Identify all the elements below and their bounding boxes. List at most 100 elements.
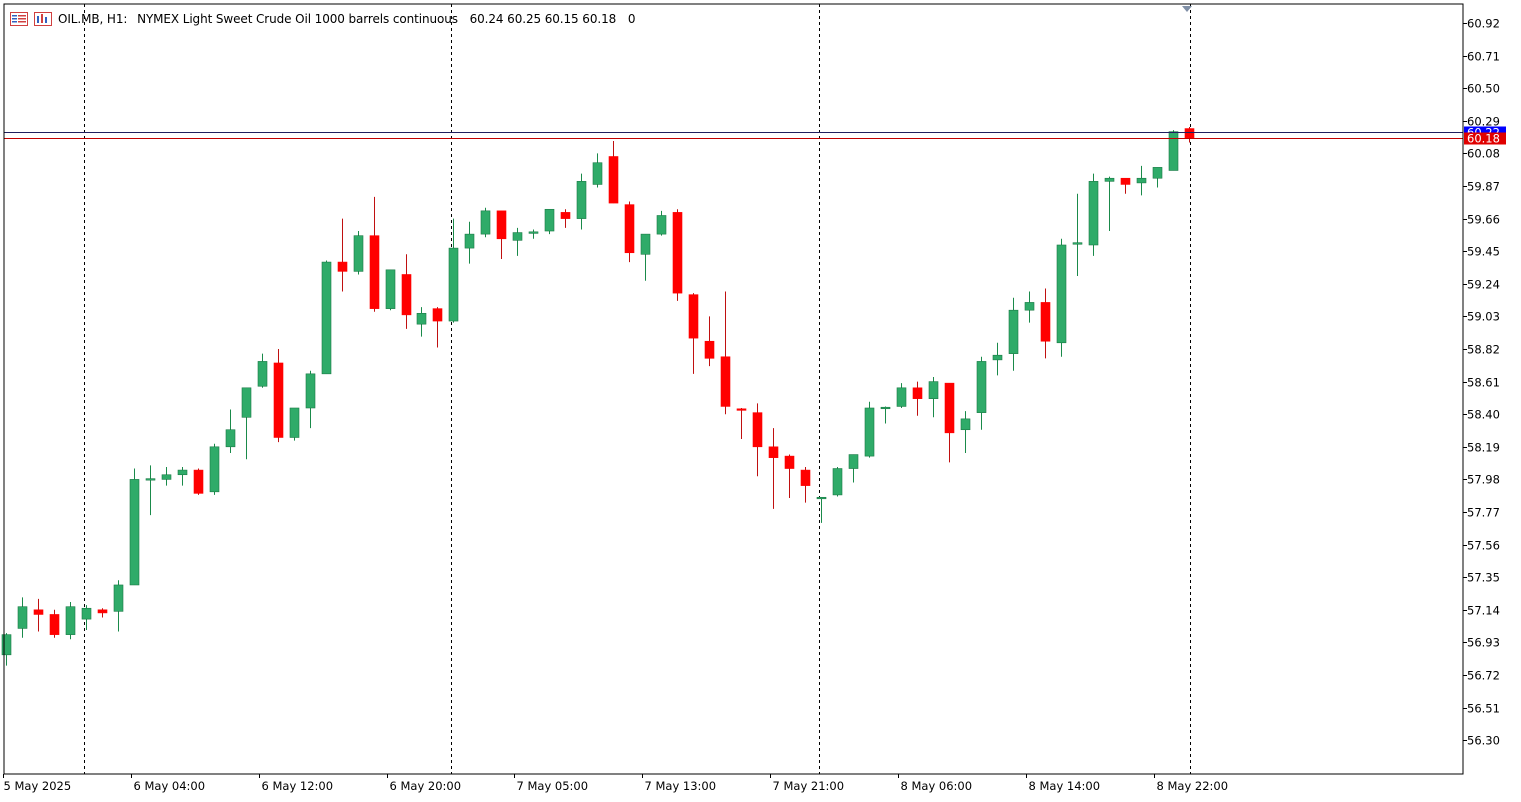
candle-body: [976, 361, 987, 413]
bull-candle: [480, 207, 491, 238]
bear-candle: [97, 608, 108, 618]
candle-body: [944, 382, 955, 434]
y-tick-label: 60.50: [1467, 82, 1500, 96]
bull-candle: [1, 633, 12, 666]
bull-candle: [416, 307, 427, 337]
candle-body: [193, 469, 204, 494]
bear-candle: [768, 428, 779, 509]
symbol-info: OIL.MB, H1: NYMEX Light Sweet Crude Oil …: [58, 12, 639, 26]
bear-candle: [193, 468, 204, 495]
bear-candle: [337, 218, 348, 292]
candle-body: [1072, 242, 1083, 245]
candle-body: [864, 407, 875, 457]
bull-candle: [1168, 130, 1179, 171]
candle-body: [1040, 302, 1051, 342]
bull-candle: [1088, 173, 1099, 256]
indicators-list-icon[interactable]: [10, 12, 28, 26]
bull-candle: [544, 208, 555, 235]
candle-body: [337, 261, 348, 272]
candle-body: [960, 418, 971, 431]
bull-candle: [129, 468, 140, 586]
bull-candle: [1104, 176, 1115, 232]
x-tick-label: 7 May 13:00: [645, 779, 717, 793]
candle-body: [81, 607, 92, 620]
ohlc-values: 60.24 60.25 60.15 60.18: [469, 12, 617, 26]
bear-candle: [704, 316, 715, 367]
bear-candle: [672, 209, 683, 301]
y-tick-label: 60.29: [1467, 115, 1500, 129]
candle-body: [704, 340, 715, 359]
bear-candle: [688, 293, 699, 374]
y-tick-label: 58.61: [1467, 376, 1500, 390]
bear-candle: [560, 209, 571, 228]
plot-frame: [3, 3, 1464, 775]
y-axis[interactable]: 60.92 60.71 60.50 60.29 60.08 59.87 59.66 59.45…: [1463, 17, 1506, 748]
bear-candle: [720, 291, 731, 415]
x-tick-label: 8 May 14:00: [1029, 779, 1101, 793]
candle-body: [225, 429, 236, 448]
candle-body: [145, 478, 156, 481]
candle-body: [289, 407, 300, 438]
timeframe: H1: [106, 12, 124, 26]
bull-candle: [81, 605, 92, 630]
y-tick-label: 60.71: [1467, 50, 1500, 64]
candle-body: [528, 231, 539, 234]
bull-candle: [816, 496, 827, 523]
x-tick-label: 6 May 12:00: [262, 779, 334, 793]
chart-shift-marker-icon[interactable]: [1182, 6, 1192, 12]
candle-body: [1168, 131, 1179, 171]
bull-candle: [960, 411, 971, 454]
candle-body: [848, 454, 859, 469]
candle-body: [912, 387, 923, 399]
volume-value: 0: [627, 12, 636, 26]
bear-candle: [752, 403, 763, 477]
candle-body: [736, 408, 747, 411]
candle-body: [1008, 309, 1019, 354]
y-tick-label: 56.72: [1467, 669, 1500, 683]
y-tick-label: 59.03: [1467, 310, 1500, 324]
bear-candle: [912, 381, 923, 416]
y-tick-label: 59.24: [1467, 278, 1500, 292]
candle-body: [768, 446, 779, 458]
bear-candle: [944, 382, 955, 463]
candle-body: [464, 233, 475, 249]
candle-body: [113, 584, 124, 612]
x-tick-label: 6 May 04:00: [134, 779, 206, 793]
bear-candle: [369, 196, 380, 312]
x-tick-label: 8 May 06:00: [901, 779, 973, 793]
candle-body: [385, 269, 396, 309]
candle-body: [992, 354, 1003, 361]
bull-candle: [177, 466, 188, 486]
candle-body: [480, 210, 491, 235]
candle-body: [305, 373, 316, 409]
ask-price-label: 60.18: [1467, 132, 1500, 146]
y-tick-label: 58.19: [1467, 441, 1500, 455]
bear-candle: [273, 349, 284, 443]
bull-candle: [225, 409, 236, 454]
candle-body: [33, 609, 44, 615]
bear-candle: [496, 210, 507, 259]
bull-candle: [1136, 165, 1147, 196]
timeframe-sep: :: [123, 12, 128, 26]
y-tick-label: 57.56: [1467, 539, 1500, 553]
x-axis[interactable]: 5 May 2025 6 May 04:00 6 May 12:00 6 May 20…: [3, 774, 1229, 793]
bull-candle: [161, 466, 172, 486]
bull-candle: [1024, 291, 1035, 323]
candle-body: [448, 247, 459, 322]
candle-body: [416, 312, 427, 325]
bull-candle: [209, 443, 220, 495]
bear-candle: [608, 140, 619, 204]
candle-body: [1, 634, 12, 656]
price-lines: [4, 132, 1463, 139]
bull-candle: [512, 227, 523, 256]
bull-candle: [305, 370, 316, 429]
bull-candle: [65, 602, 76, 640]
x-tick-label: 6 May 20:00: [390, 779, 462, 793]
chart-window-icon[interactable]: [34, 12, 52, 26]
symbol-description: NYMEX Light Sweet Crude Oil 1000 barrels…: [137, 12, 458, 26]
candle-body: [688, 294, 699, 339]
candles: [1, 127, 1195, 666]
y-tick-label: 57.14: [1467, 604, 1500, 618]
